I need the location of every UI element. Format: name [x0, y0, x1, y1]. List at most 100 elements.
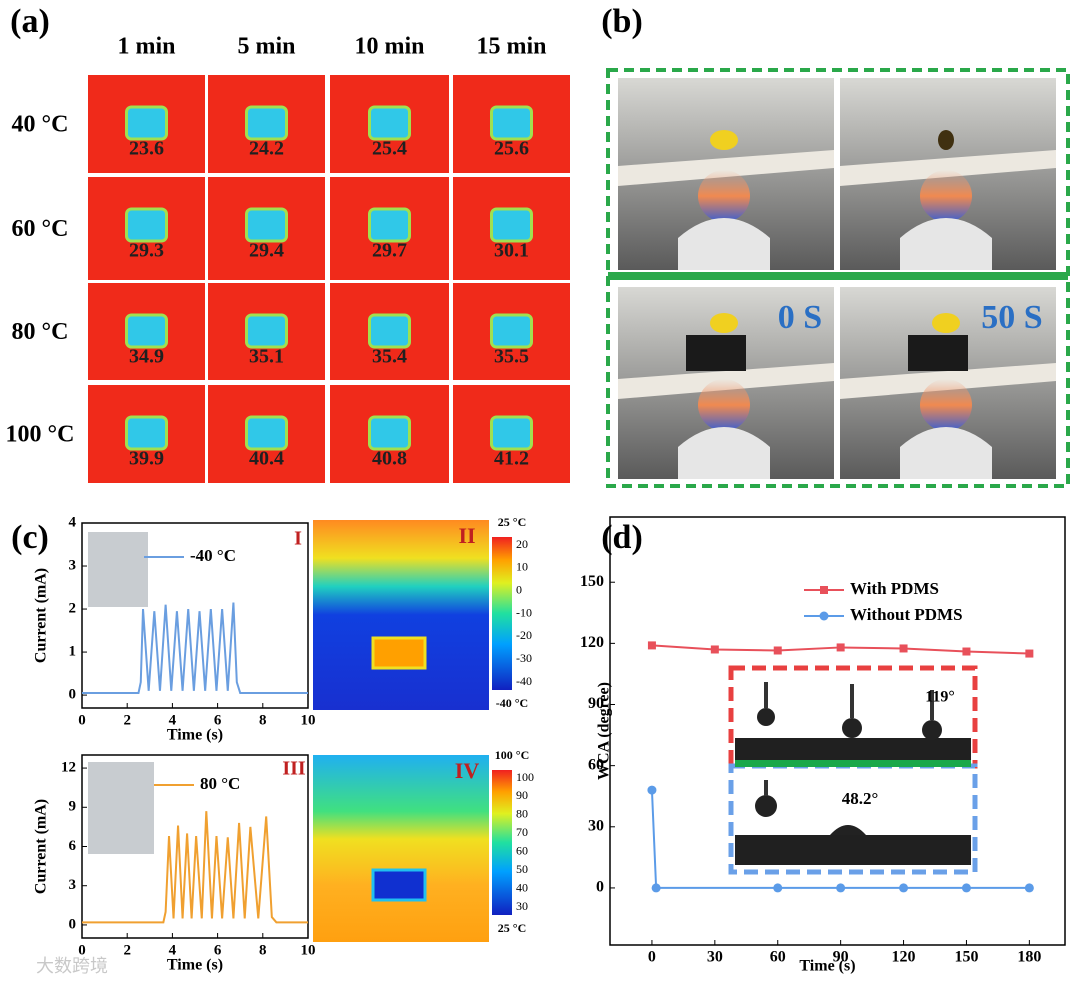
cell-value: 23.6	[129, 138, 164, 160]
cold-spot	[125, 313, 168, 349]
legend-label: With PDMS	[850, 579, 939, 598]
flame	[698, 170, 750, 222]
row-header: 100 °C	[6, 422, 75, 448]
cell-value: 29.4	[249, 240, 284, 262]
y-axis-label: Current (mA)	[33, 568, 50, 663]
cell-value: 29.3	[129, 240, 164, 262]
marker	[962, 647, 971, 656]
flame	[698, 379, 750, 431]
x-tick-label: 60	[770, 949, 786, 966]
cell-value: 29.7	[372, 240, 407, 262]
flame	[920, 379, 972, 431]
colorbar-tick: 10	[516, 560, 528, 574]
marker	[1024, 883, 1034, 893]
marker	[647, 641, 656, 650]
y-tick-label: 30	[588, 817, 604, 834]
cell-value: 24.2	[249, 138, 284, 160]
colorbar-tick: 70	[516, 825, 528, 839]
cold-spot	[490, 313, 533, 349]
marker	[647, 785, 657, 795]
series-line	[82, 811, 308, 924]
cold-spot	[245, 415, 288, 451]
y-tick-label: 0	[596, 879, 604, 896]
y-tick-label: 90	[588, 695, 604, 712]
x-axis-label: Time (s)	[167, 727, 223, 744]
droplet-inset	[728, 665, 978, 875]
marker	[1025, 649, 1034, 658]
colorbar-title: 100 °C	[495, 748, 529, 762]
colorbar-title: -40 °C	[496, 696, 528, 710]
colorbar-title: 25 °C	[498, 921, 526, 935]
marker	[836, 883, 846, 893]
cold-spot	[125, 105, 168, 141]
image-label: IV	[455, 758, 480, 783]
colorbar-tick: 0	[516, 582, 522, 596]
x-tick-label: 120	[892, 949, 916, 966]
y-tick-label: 4	[69, 514, 77, 530]
y-tick-label: 1	[69, 644, 77, 660]
flower	[710, 130, 738, 150]
strip	[618, 150, 834, 186]
cell-value: 35.5	[494, 346, 529, 368]
colorbar-tick: 80	[516, 807, 528, 821]
x-tick-label: 150	[954, 949, 978, 966]
flower	[938, 130, 954, 150]
hot-spot	[371, 868, 427, 902]
marker	[773, 646, 782, 655]
watermark: 大数跨境	[36, 956, 108, 976]
colorbar-tick: 60	[516, 843, 528, 857]
x-tick-label: 8	[259, 942, 267, 958]
inset-photo	[88, 762, 154, 854]
flower	[932, 313, 960, 333]
x-tick-label: 0	[78, 942, 86, 958]
x-tick-label: 10	[301, 712, 316, 728]
cold-spot	[490, 105, 533, 141]
colorbar-tick: -30	[516, 651, 532, 665]
colorbar-tick: 50	[516, 862, 528, 876]
cold-spot	[368, 313, 411, 349]
cold-spot	[490, 207, 533, 243]
y-axis-label: Current (mA)	[33, 799, 50, 894]
x-tick-label: 4	[169, 712, 177, 728]
cell-value: 41.2	[494, 448, 529, 470]
hot-spot	[371, 636, 427, 670]
marker	[651, 883, 661, 893]
burner	[900, 218, 992, 270]
thermal-image	[313, 520, 489, 710]
series-line	[82, 602, 308, 694]
row-header: 60 °C	[12, 216, 69, 242]
marker	[961, 883, 971, 893]
cell-value: 25.4	[372, 138, 407, 160]
row-header: 80 °C	[12, 319, 69, 345]
y-tick-label: 150	[580, 573, 604, 590]
colorbar	[492, 770, 512, 915]
x-tick-label: 6	[214, 942, 222, 958]
colorbar-tick: 40	[516, 880, 528, 894]
colorbar-tick: -20	[516, 628, 532, 642]
row-header: 40 °C	[12, 112, 69, 138]
colorbar-tick: 90	[516, 788, 528, 802]
y-tick-label: 6	[69, 838, 77, 854]
x-tick-label: 4	[169, 942, 177, 958]
x-tick-label: 2	[123, 712, 131, 728]
flower	[710, 313, 738, 333]
column-header: 1 min	[117, 34, 175, 60]
burner	[678, 427, 770, 479]
cold-spot	[245, 207, 288, 243]
inset-label: 119°	[925, 689, 955, 706]
burner	[900, 427, 992, 479]
annotation: I	[294, 528, 302, 550]
x-axis-label: Time (s)	[167, 957, 223, 974]
y-tick-label: 60	[588, 756, 604, 773]
marker	[710, 645, 719, 654]
column-header: 10 min	[354, 34, 424, 60]
cell-value: 34.9	[129, 346, 164, 368]
cold-spot	[125, 415, 168, 451]
cell-value: 40.8	[372, 448, 407, 470]
legend-label: 80 °C	[200, 774, 240, 793]
x-tick-label: 6	[214, 712, 222, 728]
colorbar-tick: 100	[516, 770, 534, 784]
inset-photo	[88, 532, 148, 607]
cold-spot	[368, 415, 411, 451]
x-tick-label: 0	[78, 712, 86, 728]
